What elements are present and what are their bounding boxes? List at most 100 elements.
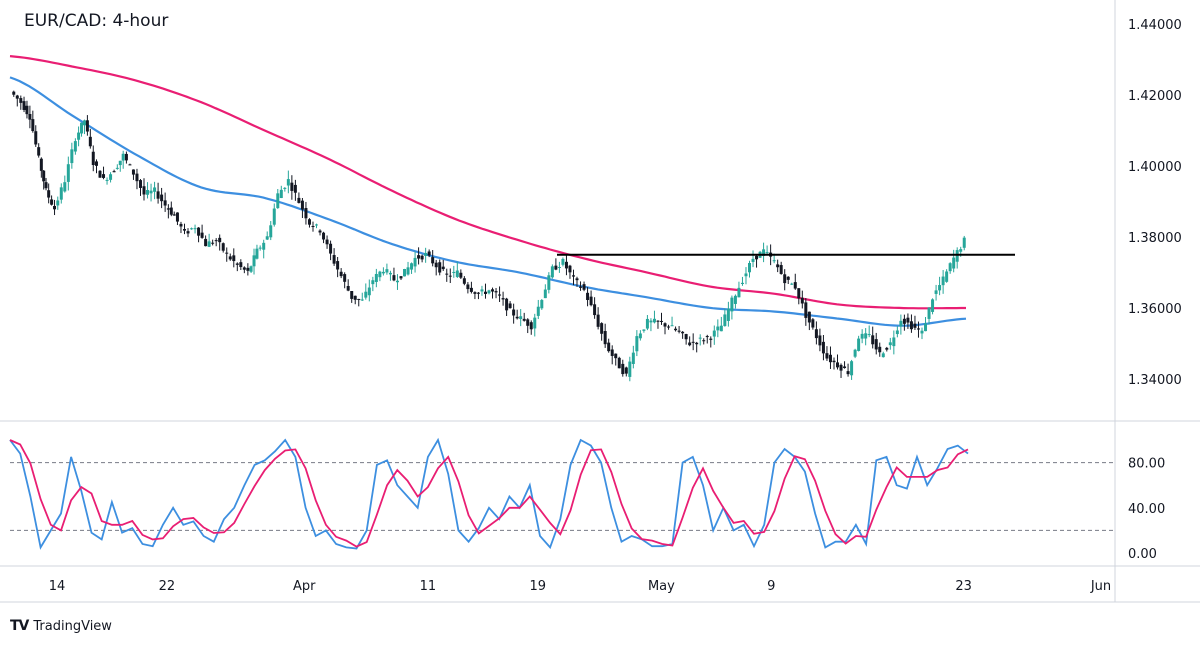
candle-body [480, 289, 484, 292]
candle-body [105, 179, 109, 181]
candle-body [621, 363, 625, 375]
candle-body [142, 186, 146, 195]
candle-body [311, 226, 315, 228]
candle-body [200, 232, 204, 238]
candle-body [494, 291, 498, 293]
candle-body [800, 297, 804, 304]
candle-body [913, 323, 917, 328]
candle-body [350, 291, 354, 299]
candle-body [924, 323, 928, 332]
candle-body [705, 336, 709, 338]
candle-body [635, 336, 639, 352]
ma-long-line [9, 55, 966, 310]
candle-body [367, 287, 371, 296]
candle-body [19, 98, 23, 103]
candle-body [307, 219, 311, 225]
candle-body [814, 329, 818, 339]
candle-body [322, 232, 326, 240]
candle-body [927, 307, 931, 319]
candle-body [568, 265, 572, 273]
candle-body [186, 231, 190, 234]
candle-body [916, 328, 920, 330]
candle-body [931, 299, 935, 312]
candle-body [941, 276, 945, 286]
time-tick-label: 23 [955, 579, 972, 594]
tradingview-branding[interactable]: TV TradingView [10, 618, 112, 634]
candle-body [221, 243, 225, 251]
candle-body [557, 266, 561, 268]
candle-body [582, 284, 586, 290]
time-tick-label: 11 [420, 579, 437, 594]
candlestick-series [12, 90, 966, 382]
candle-body [603, 331, 607, 345]
candle-body [424, 252, 428, 256]
candle-body [508, 303, 512, 309]
candle-body [22, 101, 26, 110]
candle-body [175, 212, 179, 222]
candle-body [37, 147, 41, 156]
candle-body [124, 153, 128, 161]
candle-body [751, 258, 755, 262]
candle-body [825, 353, 829, 359]
candle-body [246, 267, 250, 271]
candle-body [325, 239, 329, 245]
candle-body [388, 272, 392, 275]
candle-body [31, 119, 35, 132]
candle-body [242, 267, 246, 270]
candle-body [297, 197, 301, 203]
candle-body [235, 263, 239, 265]
candle-body [600, 323, 604, 334]
stoch-k-line [9, 437, 969, 550]
candle-body [860, 333, 864, 339]
candle-body [670, 325, 674, 327]
candle-body [339, 271, 343, 277]
candle-body [115, 167, 119, 169]
candle-body [420, 255, 424, 260]
time-tick-label: 19 [530, 579, 547, 594]
candle-body [179, 223, 183, 227]
candle-body [39, 158, 43, 171]
candle-body [94, 161, 98, 166]
candle-body [385, 269, 389, 273]
candle-body [128, 164, 132, 166]
candle-body [790, 283, 794, 285]
candle-body [357, 298, 361, 300]
stochastic-oscillator [9, 437, 1115, 550]
candle-body [871, 335, 875, 345]
candle-body [15, 95, 19, 99]
axes: 1.44000 1.42000 1.40000 1.38000 1.36000 1.340… [49, 18, 1182, 594]
candle-body [211, 242, 215, 244]
candle-body [667, 326, 671, 328]
candle-body [204, 238, 208, 247]
candle-body [821, 341, 825, 354]
price-tick-label: 1.44000 [1128, 18, 1182, 33]
candle-body [329, 243, 333, 254]
candle-body [610, 349, 614, 356]
candle-body [392, 275, 396, 281]
stoch-d-line [9, 439, 969, 548]
candle-body [272, 208, 276, 225]
candle-body [550, 266, 554, 278]
candle-body [346, 285, 350, 291]
candle-body [448, 275, 452, 277]
candle-body [431, 257, 435, 264]
time-tick-label: May [648, 579, 675, 594]
candle-body [228, 256, 232, 260]
candle-body [656, 320, 660, 322]
candle-body [772, 260, 776, 262]
candle-body [252, 255, 256, 267]
candle-body [740, 282, 744, 284]
candle-body [952, 257, 956, 269]
candle-body [225, 252, 229, 254]
candle-body [73, 141, 77, 152]
candle-body [776, 264, 780, 268]
time-tick-label: 14 [49, 579, 66, 594]
candle-body [336, 261, 340, 270]
candle-body [279, 189, 283, 199]
candle-body [476, 292, 480, 294]
candle-body [410, 263, 414, 270]
candle-body [239, 262, 243, 268]
candle-body [607, 342, 611, 352]
candle-body [645, 318, 649, 329]
